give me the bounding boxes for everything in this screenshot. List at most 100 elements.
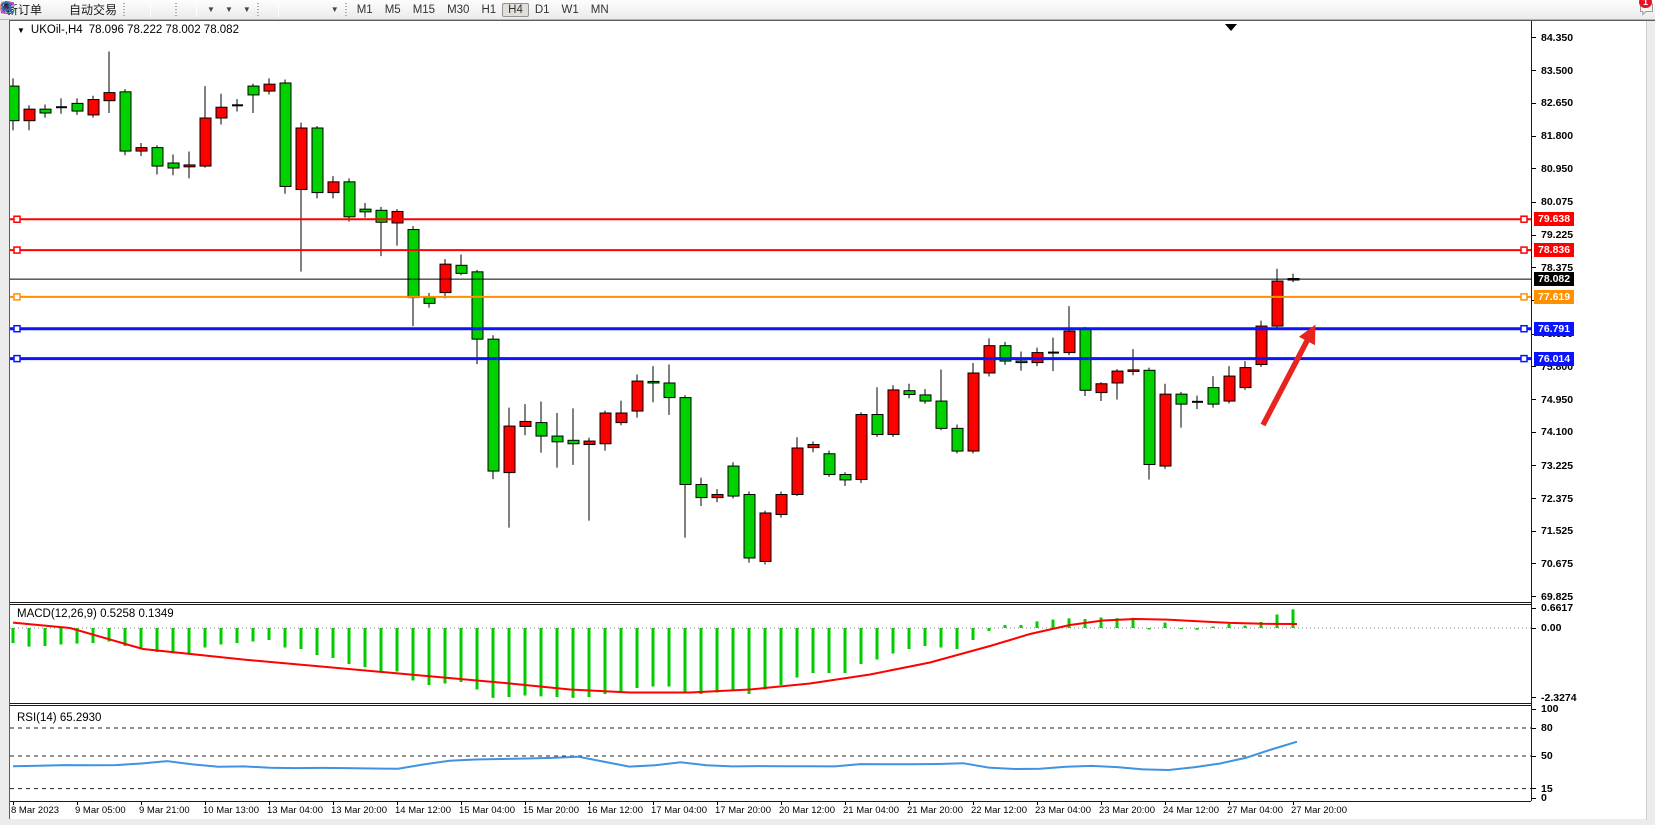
price-tick-mark xyxy=(1532,431,1536,433)
tile-windows-button[interactable] xyxy=(1,1,172,19)
chevron-down-icon[interactable]: ▼ xyxy=(207,5,215,14)
candle-11 xyxy=(183,151,196,179)
candle-62 xyxy=(999,341,1012,365)
horizontal-line-79.638[interactable] xyxy=(10,215,1531,223)
time-label: 10 Mar 13:00 xyxy=(203,805,259,816)
candle-45 xyxy=(727,462,740,499)
time-tick-mark xyxy=(1037,802,1038,805)
time-label: 15 Mar 04:00 xyxy=(459,805,515,816)
time-label: 27 Mar 04:00 xyxy=(1227,805,1283,816)
candle-50 xyxy=(807,441,820,453)
timeframe-h1-button[interactable]: H1 xyxy=(481,3,497,16)
indicators-button[interactable]: ▼ xyxy=(1,1,218,19)
price-tick-mark xyxy=(1532,596,1536,598)
timeframe-d1-button[interactable]: D1 xyxy=(534,3,550,16)
horizontal-line-77.619[interactable] xyxy=(10,293,1531,301)
price-tick-mark xyxy=(1532,465,1536,467)
rsi-chart[interactable] xyxy=(10,706,1531,801)
candle-2 xyxy=(39,104,52,118)
text-label-button[interactable]: T xyxy=(1,1,324,19)
candle-14 xyxy=(232,99,243,112)
candlestick-chart-pane[interactable]: ▼ UKOil-,H4 78.096 78.222 78.002 78.082 xyxy=(10,21,1531,602)
rsi-tick-mark xyxy=(1532,755,1536,757)
price-tick-label: 84.350 xyxy=(1541,31,1574,44)
time-axis[interactable]: 8 Mar 2023 9 Mar 05:00 9 Mar 21:00 10 Mar 1… xyxy=(10,802,1654,819)
time-tick-mark xyxy=(525,802,526,805)
candle-29 xyxy=(471,269,484,365)
timeframe-m30-button[interactable]: M30 xyxy=(447,3,470,16)
time-label: 9 Mar 05:00 xyxy=(75,805,126,816)
candle-5 xyxy=(87,95,100,118)
macd-tick-mark xyxy=(1532,607,1536,609)
search-icon[interactable] xyxy=(1,1,1631,19)
arrows-button[interactable]: ▼ xyxy=(1,1,342,19)
pane-separator[interactable] xyxy=(10,602,1531,605)
macd-signal-line xyxy=(12,617,1298,694)
timeframe-m5-button[interactable]: M5 xyxy=(384,3,401,16)
candle-76 xyxy=(1223,366,1236,404)
candlestick-chart[interactable] xyxy=(10,21,1531,602)
candle-80 xyxy=(1287,273,1300,283)
candle-36 xyxy=(583,437,596,521)
timeframe-h4-button[interactable]: H4 xyxy=(502,2,529,17)
horizontal-line-76.014[interactable] xyxy=(10,354,1531,363)
macd-chart[interactable] xyxy=(10,605,1531,703)
macd-axis-label: 0.6617 xyxy=(1541,602,1574,615)
templates-button[interactable]: ▼ xyxy=(1,1,254,19)
time-tick-mark xyxy=(461,802,462,805)
toolbar-separator xyxy=(196,2,198,17)
candle-38 xyxy=(615,400,628,426)
ohlc-values: 78.096 78.222 78.002 78.082 xyxy=(88,24,239,36)
candle-64 xyxy=(1031,347,1044,367)
chart-menu-icon[interactable]: ▼ xyxy=(17,25,25,35)
price-tick-label: 71.525 xyxy=(1541,525,1574,538)
candle-52 xyxy=(839,472,852,487)
periods-button[interactable]: ▼ xyxy=(1,1,236,19)
time-tick-mark xyxy=(141,802,142,805)
chevron-down-icon[interactable]: ▼ xyxy=(242,5,251,14)
pane-separator[interactable] xyxy=(10,703,1531,706)
svg-text:T: T xyxy=(5,4,11,14)
crosshair-button[interactable] xyxy=(1,1,275,19)
rsi-tick-mark xyxy=(1532,797,1536,799)
notifications-icon[interactable]: 1 xyxy=(1638,0,1653,19)
price-line-label-79.638: 79.638 xyxy=(1534,212,1575,227)
candle-18 xyxy=(295,122,308,272)
candle-20 xyxy=(327,176,340,199)
chevron-down-icon[interactable]: ▼ xyxy=(330,5,339,14)
time-tick-mark xyxy=(333,802,334,805)
new-order-button[interactable]: 新订单 xyxy=(3,1,45,19)
rsi-axis-label: 100 xyxy=(1541,703,1559,716)
macd-pane[interactable]: MACD(12,26,9) 0.5258 0.1349 xyxy=(10,605,1531,703)
price-axis[interactable]: 84.350 83.500 82.650 81.800 80.950 80.075 79.2… xyxy=(1531,21,1654,804)
auto-trading-button[interactable]: 自动交易 xyxy=(0,1,120,19)
price-tick-mark xyxy=(1532,498,1536,500)
rsi-axis-label: 80 xyxy=(1541,722,1553,734)
svg-text:A: A xyxy=(4,1,12,15)
rsi-axis-label: 15 xyxy=(1541,782,1553,795)
candle-53 xyxy=(855,412,868,483)
text-button[interactable]: A xyxy=(4,1,318,19)
price-tick-label: 73.225 xyxy=(1541,459,1574,472)
candle-63 xyxy=(1015,351,1028,371)
line-chart-button[interactable] xyxy=(2,1,147,19)
arrow-annotation[interactable] xyxy=(1260,324,1316,427)
candle-33 xyxy=(535,401,548,453)
candle-25 xyxy=(407,226,420,327)
chevron-down-icon[interactable]: ▼ xyxy=(224,5,233,14)
price-tick-label: 83.500 xyxy=(1541,64,1574,77)
price-tick-label: 74.100 xyxy=(1541,426,1574,439)
timeframe-m15-button[interactable]: M15 xyxy=(412,3,436,16)
rsi-tick-mark xyxy=(1532,727,1536,729)
timeframe-mn-button[interactable]: MN xyxy=(590,3,609,16)
chart-shift-marker xyxy=(1225,24,1237,31)
horizontal-line-78.836[interactable] xyxy=(10,246,1531,254)
horizontal-line-76.791[interactable] xyxy=(10,324,1531,333)
chart-shift-button[interactable] xyxy=(2,1,193,19)
timeframe-m1-button[interactable]: M1 xyxy=(356,3,373,16)
rsi-pane[interactable]: RSI(14) 65.2930 xyxy=(10,706,1531,801)
timeframe-w1-button[interactable]: W1 xyxy=(561,3,579,16)
candle-24 xyxy=(391,209,404,246)
candle-3 xyxy=(56,98,67,114)
